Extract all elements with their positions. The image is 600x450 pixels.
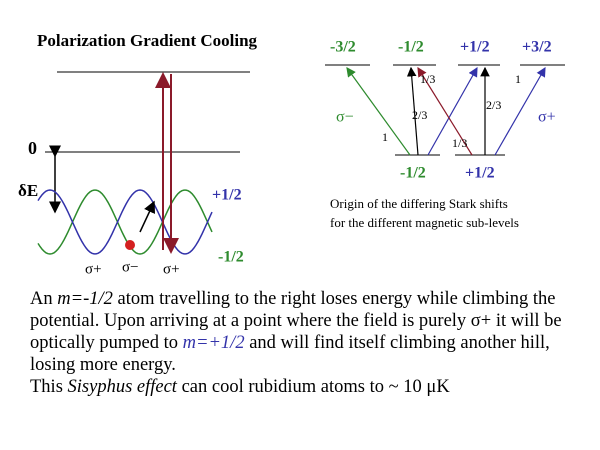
zero-label: 0 [28, 138, 37, 158]
text: Sisyphus effect [67, 377, 177, 397]
coefficient: 1 [382, 130, 388, 144]
caption: for the different magnetic sub-levels [330, 215, 519, 230]
paragraph: This Sisyphus effect can cool rubidium a… [30, 376, 575, 398]
upper-level-label: +1/2 [460, 39, 490, 56]
caption: Origin of the differing Stark shifts [330, 196, 508, 211]
transition [346, 67, 411, 156]
paragraph: An m=-1/2 atom travelling to the right l… [30, 288, 575, 376]
diagrams: Polarization Gradient Cooling 0 δE +1/2 … [18, 31, 565, 277]
sigma-plus-wave [37, 189, 213, 255]
sigma-plus-label: σ+ [538, 109, 556, 126]
lower-state-label: -1/2 [218, 249, 244, 266]
sigma-minus-label: σ− [336, 109, 354, 126]
sigma-minus-wave [37, 189, 213, 255]
coefficient: 1 [515, 72, 521, 86]
transition [406, 66, 419, 156]
upper-level-label: -3/2 [330, 39, 356, 56]
text: can cool rubidium atoms to ~ 10 μK [176, 377, 450, 397]
text: m=-1/2 [57, 289, 113, 309]
delta-label: δE [18, 181, 38, 200]
motion-arrow [139, 200, 155, 233]
polarization-label: σ+ [85, 261, 102, 277]
text: atom travelling to the right loses energ… [30, 289, 562, 353]
text: An [30, 289, 58, 309]
atom [125, 240, 135, 250]
polarization-label: σ− [122, 259, 139, 275]
levels [325, 64, 565, 156]
text: This [30, 377, 68, 397]
title: Polarization Gradient Cooling [37, 31, 258, 50]
text: m=+1/2 [182, 333, 245, 353]
coefficient: 1/3 [420, 72, 435, 86]
upper-level-label: +3/2 [522, 39, 552, 56]
upper-level-label: -1/2 [398, 39, 424, 56]
text: and will find itself climbing another hi… [30, 333, 550, 375]
polarization-label: σ+ [163, 261, 180, 277]
lower-level-label: -1/2 [400, 165, 426, 182]
upper-state-label: +1/2 [212, 187, 242, 204]
coefficient: 2/3 [486, 98, 501, 112]
transition [427, 66, 478, 156]
transition [494, 66, 546, 156]
coefficient: 1/3 [452, 136, 467, 150]
lower-level-label: +1/2 [465, 165, 495, 182]
coefficient: 2/3 [412, 108, 427, 122]
body-text: An m=-1/2 atom travelling to the right l… [30, 288, 575, 398]
transition [417, 66, 473, 156]
